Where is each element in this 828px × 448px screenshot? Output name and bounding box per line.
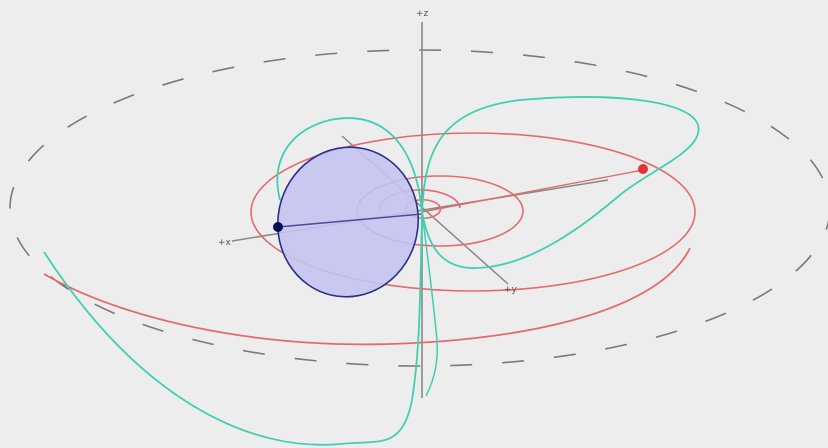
x-axis-label: +x: [218, 238, 232, 248]
y-axis-label: +y: [504, 285, 518, 295]
teal-curve-right-lobe: [421, 96, 700, 269]
red-spiral-outer: [43, 247, 691, 346]
z-axis-label: +z: [416, 9, 429, 19]
teal-curve-inner-drop: [421, 211, 439, 397]
shaded-disk: [276, 146, 420, 298]
teal-curve-lower-loop: [43, 211, 423, 446]
dashed-orbit: [9, 49, 828, 367]
red-spiral-ring-4: [250, 132, 696, 292]
radius-line: [421, 169, 644, 213]
blue-radius-line: [277, 213, 423, 228]
teal-curve-left-lobe: [276, 117, 423, 213]
red-point: [638, 164, 648, 174]
blue-point: [273, 222, 283, 232]
